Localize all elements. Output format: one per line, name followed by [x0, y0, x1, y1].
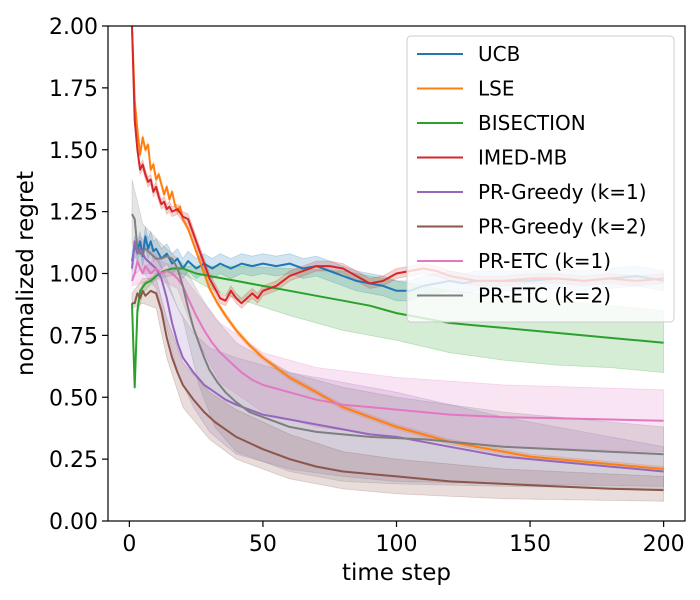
legend: UCB LSE BISECTION IMED-MB PR-Greedy (k=1) PR-… [406, 35, 675, 323]
band-pr-etc-k-1 [131, 258, 664, 453]
y-tick-label: 1.25 [49, 201, 98, 226]
legend-label-pr-greedy-k-1: PR-Greedy (k=1) [478, 180, 647, 204]
series-line-pr-greedy-k-1 [131, 240, 664, 473]
y-tick-label: 0.50 [49, 386, 98, 411]
series-line-pr-etc-k-1 [131, 260, 664, 422]
legend-label-pr-etc-k-2: PR-ETC (k=2) [478, 284, 611, 308]
y-tick-label: 1.50 [49, 139, 98, 164]
x-tick-label: 150 [509, 532, 551, 557]
legend-label-pr-greedy-k-2: PR-Greedy (k=2) [478, 215, 647, 239]
y-tick-label: 1.00 [49, 263, 98, 288]
y-tick-label: 0.75 [49, 324, 98, 349]
y-axis-label: normalized regret [13, 171, 39, 376]
legend-label-ucb: UCB [478, 42, 520, 66]
band-pr-etc-k-2 [131, 179, 664, 490]
legend-label-lse: LSE [478, 77, 514, 101]
legend-label-imed-mb: IMED-MB [478, 146, 567, 170]
x-axis-ticks: 0 50 100 150 200 [122, 521, 685, 557]
legend-label-bisection: BISECTION [478, 111, 586, 135]
series-line-pr-etc-k-2 [131, 213, 664, 456]
x-axis-label: time step [342, 560, 451, 586]
series-line-pr-greedy-k-2 [132, 289, 664, 492]
band-pr-greedy-k-1 [131, 235, 664, 487]
y-tick-label: 2.00 [49, 15, 98, 40]
series-line-bisection [131, 267, 664, 389]
y-axis-ticks: 0.00 0.25 0.50 0.75 1.00 1.25 1.50 1.75 2.00 [49, 15, 108, 535]
legend-box [406, 35, 675, 323]
x-tick-label: 50 [249, 532, 277, 557]
x-tick-label: 200 [643, 532, 685, 557]
y-tick-label: 0.25 [49, 448, 98, 473]
y-tick-label: 0.00 [49, 510, 98, 535]
x-tick-label: 100 [376, 532, 418, 557]
x-tick-label: 0 [122, 532, 136, 557]
band-pr-greedy-k-2 [131, 278, 664, 502]
y-tick-label: 1.75 [49, 77, 98, 102]
legend-label-pr-etc-k-1: PR-ETC (k=1) [478, 249, 611, 273]
